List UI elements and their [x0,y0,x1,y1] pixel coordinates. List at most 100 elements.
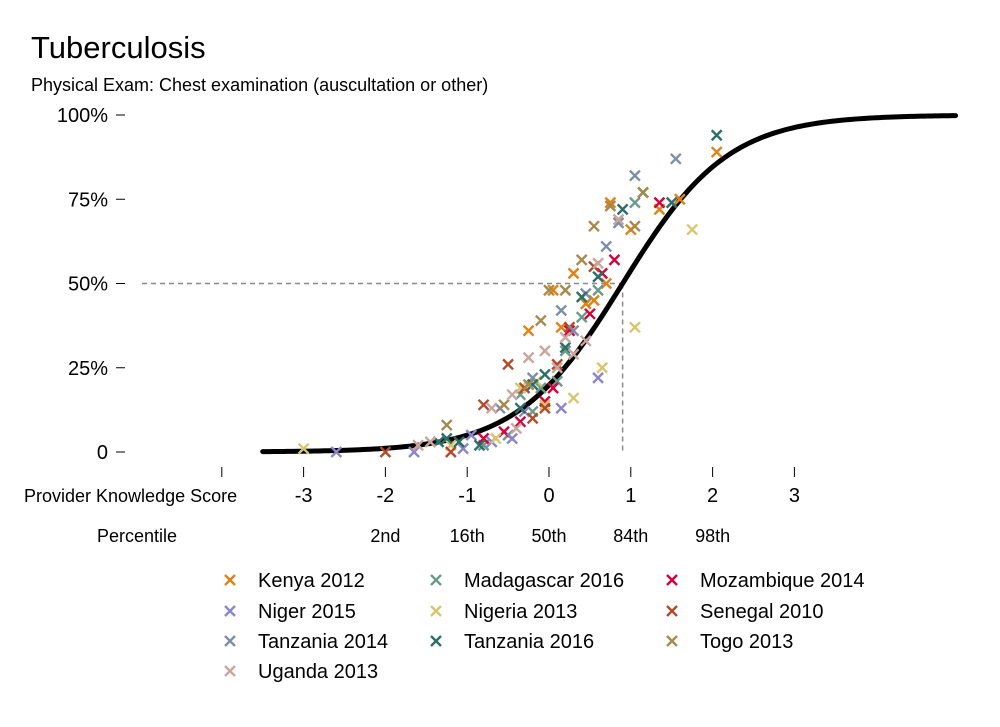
data-point-stroke [669,152,682,165]
data-point [444,446,457,458]
data-point [502,358,514,371]
data-point [710,146,723,158]
x-tick-label: 0 [543,485,554,507]
data-point [555,304,568,317]
data-point-stroke [539,345,551,357]
data-point-stroke [539,398,551,411]
data-point [616,203,629,216]
data-point-stroke [584,307,596,320]
data-point [637,186,649,199]
data-point [629,321,641,334]
data-point [567,392,580,404]
percentile-axis-title: Percentile [97,526,177,546]
data-point-stroke [379,446,392,458]
data-point-stroke [559,341,572,354]
data-point-stroke [457,442,469,455]
data-point-stroke [502,358,514,371]
chart-title: Tuberculosis [31,30,206,65]
data-point [612,216,625,229]
legend-item: Togo 2013 [666,631,793,653]
data-point-stroke [555,304,568,317]
data-point-stroke [629,321,641,334]
data-point [457,442,469,455]
data-point-stroke [551,375,564,388]
data-point-stroke [588,220,600,233]
data-point [489,432,502,445]
legend-marker [224,665,236,677]
data-point-stroke [629,220,641,233]
y-tick-label: 75% [68,189,108,211]
data-point [575,311,588,324]
data-point-stroke [477,398,490,411]
data-point-stroke [489,432,502,445]
data-point [555,402,568,415]
percentile-tick-label: 16th [450,526,485,546]
legend-item: Uganda 2013 [224,661,378,683]
data-point [563,324,576,337]
data-point [567,348,580,361]
data-point [440,432,453,445]
data-point [424,436,437,448]
legend-marker [666,574,678,586]
data-point [539,398,551,411]
data-point-stroke [579,334,592,347]
data-point [665,196,678,209]
data-point-stroke [608,254,621,266]
x-tick-label: -2 [377,485,395,507]
data-point-stroke [596,361,609,374]
data-point-stroke [510,422,523,435]
legend-item: Kenya 2012 [224,570,365,592]
data-point-stroke [653,196,666,209]
legend-label: Madagascar 2016 [464,570,624,592]
data-point [412,439,424,452]
data-point-stroke [559,284,572,297]
data-point-stroke [612,213,625,226]
data-point-stroke [440,419,453,431]
data-point-stroke [534,314,547,327]
data-point-stroke [559,331,572,344]
data-point-stroke [674,193,686,206]
data-point [686,223,698,236]
data-point-stroke [514,415,527,428]
data-point-stroke [629,169,641,182]
legend-label: Uganda 2013 [258,661,378,683]
data-point-stroke [498,398,510,411]
data-point [477,398,490,411]
data-point-stroke [547,382,559,394]
data-point [588,220,600,233]
data-point [584,307,596,320]
data-point-stroke [506,388,519,401]
data-point [612,213,625,226]
legend-item: Mozambique 2014 [666,570,865,592]
legend-label: Mozambique 2014 [700,570,865,592]
data-point-stroke [575,311,588,324]
data-point [547,284,559,297]
fitted-curve-layer [260,113,959,455]
data-point-stroke [567,348,580,361]
legend-label: Togo 2013 [700,631,793,653]
data-point [522,324,535,337]
data-point-stroke [551,361,564,374]
data-point [297,442,310,455]
data-point-stroke [485,402,498,415]
data-point-stroke [408,446,420,458]
data-point [592,284,604,297]
data-point-stroke [686,223,698,236]
x-axis-title: Provider Knowledge Score [24,486,237,506]
data-point-stroke [665,196,678,209]
data-point-stroke [506,432,519,445]
data-point [465,429,478,441]
legend-item: Nigeria 2013 [430,601,577,623]
data-point-stroke [600,240,613,253]
data-point-stroke [588,294,600,307]
data-point [514,415,527,428]
data-point-stroke [592,257,604,270]
data-point-stroke [297,442,310,455]
data-point [674,193,686,206]
data-point-stroke [543,284,555,297]
data-point [551,361,564,374]
scatter-points [297,129,723,458]
legend-item: Senegal 2010 [666,601,823,623]
data-point-stroke [604,196,617,209]
